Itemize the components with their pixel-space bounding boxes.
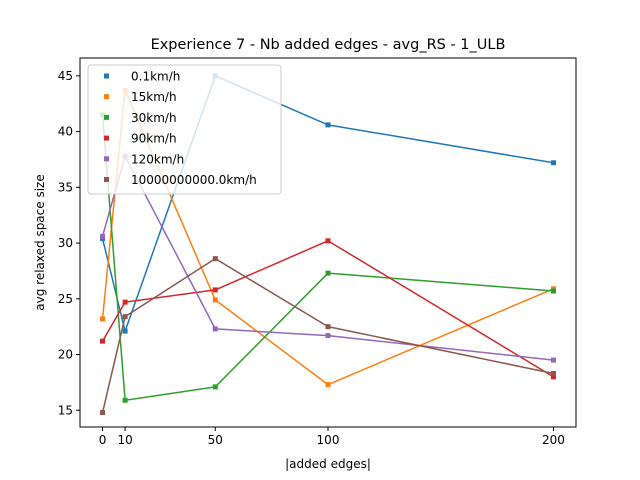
x-axis: 0 10 50 100 200 — [99, 427, 565, 447]
data-point-marker — [122, 299, 128, 305]
data-point-marker — [325, 270, 331, 276]
legend-label: 30km/h — [131, 111, 177, 125]
data-point-marker — [122, 397, 128, 403]
legend-box — [87, 64, 282, 195]
data-point-marker — [550, 357, 556, 363]
data-point-marker — [325, 382, 331, 388]
x-tick-label: 200 — [542, 433, 565, 447]
legend-label: 120km/h — [131, 152, 184, 166]
data-point-marker — [122, 314, 128, 320]
data-point-marker — [212, 384, 218, 390]
data-point-marker — [325, 122, 331, 128]
data-point-marker — [100, 233, 106, 239]
legend-items: 0.1km/h 15km/h 30km/h 90km/h 120km/h 10000000… — [104, 70, 257, 187]
y-tick-label: 40 — [58, 125, 73, 139]
data-point-marker — [212, 256, 218, 262]
x-tick-label: 100 — [317, 433, 340, 447]
x-tick-label: 50 — [208, 433, 223, 447]
y-tick-label: 35 — [58, 180, 73, 194]
legend-marker — [104, 73, 109, 79]
y-axis: 15 20 25 30 35 40 45 — [58, 69, 80, 417]
x-tick-label: 10 — [117, 433, 132, 447]
legend-label: 10000000000.0km/h — [131, 173, 257, 187]
data-point-marker — [325, 238, 331, 244]
legend: 0.1km/h 15km/h 30km/h 90km/h 120km/h 10000000… — [87, 64, 282, 195]
data-point-marker — [550, 374, 556, 380]
data-point-marker — [325, 333, 331, 339]
data-point-marker — [550, 160, 556, 166]
data-point-marker — [212, 287, 218, 293]
legend-marker — [104, 94, 109, 100]
legend-marker — [104, 177, 109, 182]
legend-label: 90km/h — [131, 132, 177, 146]
legend-marker — [104, 135, 109, 141]
y-tick-label: 15 — [58, 403, 73, 417]
y-axis-label: avg relaxed space size — [33, 174, 47, 310]
y-tick-label: 30 — [58, 236, 73, 250]
data-point-marker — [212, 326, 218, 332]
y-tick-label: 20 — [58, 348, 73, 362]
data-point-marker — [122, 328, 128, 334]
data-point-marker — [100, 410, 106, 416]
y-tick-label: 25 — [58, 292, 73, 306]
y-tick-label: 45 — [58, 69, 73, 83]
legend-marker — [104, 156, 109, 162]
legend-label: 0.1km/h — [131, 70, 180, 84]
data-point-marker — [100, 316, 106, 322]
x-tick-label: 0 — [99, 433, 107, 447]
data-point-marker — [100, 338, 106, 344]
data-point-marker — [550, 370, 556, 376]
data-point-marker — [325, 324, 331, 330]
data-point-marker — [212, 297, 218, 303]
data-point-marker — [550, 288, 556, 294]
chart-title: Experience 7 - Nb added edges - avg_RS -… — [151, 37, 506, 53]
legend-marker — [104, 114, 109, 120]
legend-label: 15km/h — [131, 90, 177, 104]
x-axis-label: |added edges| — [285, 457, 371, 471]
